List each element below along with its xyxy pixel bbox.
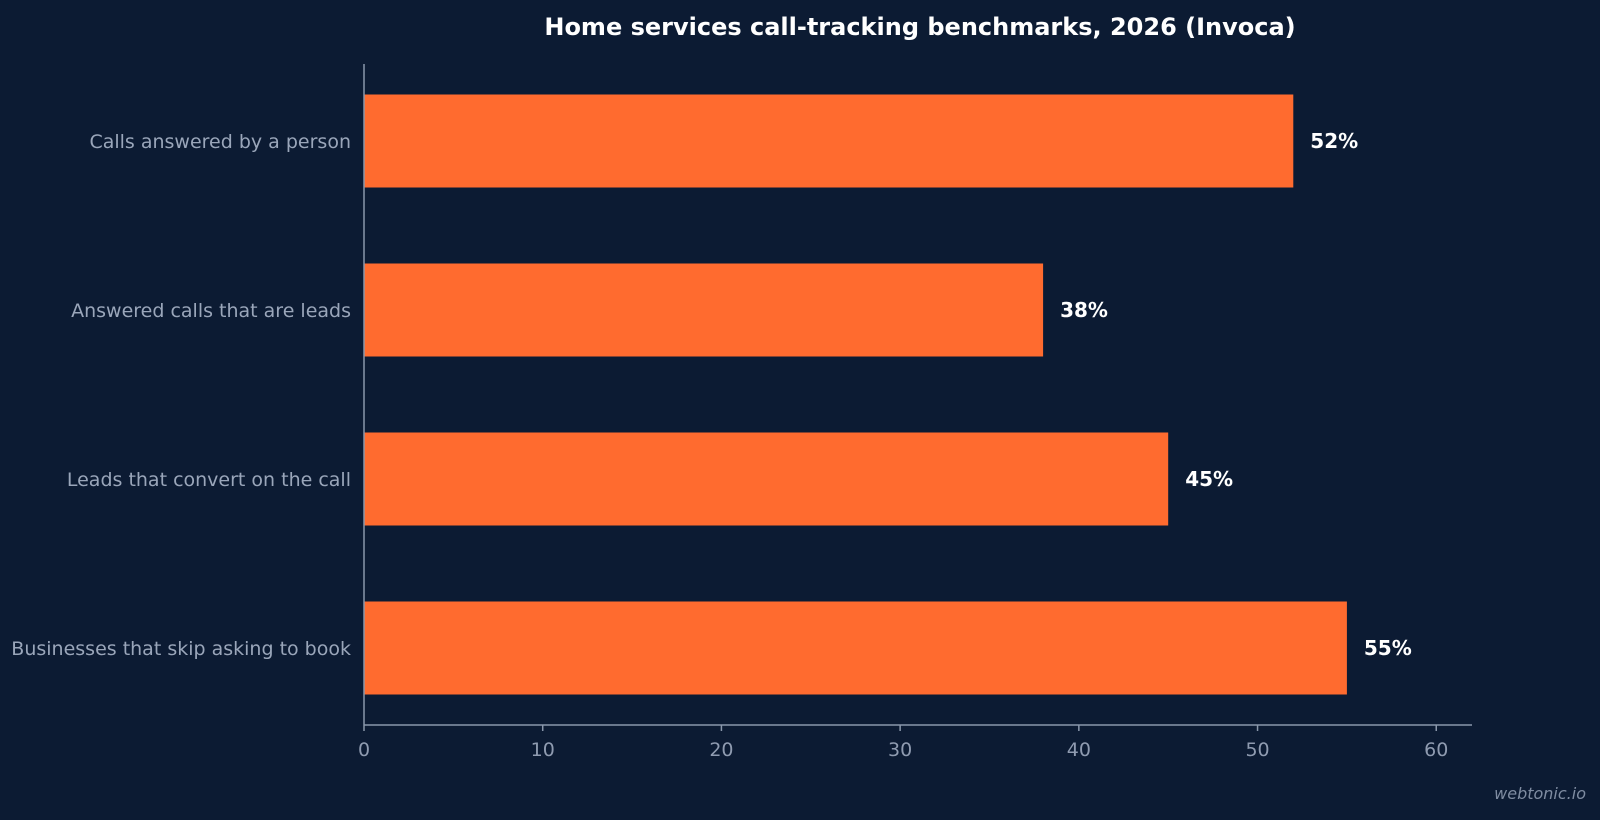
x-tick-label: 40 xyxy=(1067,739,1091,761)
data-label: 45% xyxy=(1185,467,1233,491)
bar xyxy=(364,432,1169,526)
x-tick-label: 50 xyxy=(1245,739,1269,761)
bars-layer xyxy=(364,94,1347,695)
category-label: Calls answered by a person xyxy=(89,131,351,153)
x-tick-label: 60 xyxy=(1424,739,1448,761)
watermark: webtonic.io xyxy=(1494,784,1586,803)
data-label: 38% xyxy=(1060,298,1108,322)
bar xyxy=(364,94,1294,188)
category-label: Answered calls that are leads xyxy=(71,300,351,322)
x-tick-label: 30 xyxy=(888,739,912,761)
category-label: Leads that convert on the call xyxy=(67,469,351,491)
x-tick-label: 10 xyxy=(531,739,555,761)
category-label: Businesses that skip asking to book xyxy=(11,638,351,660)
data-label: 52% xyxy=(1310,129,1358,153)
bar xyxy=(364,263,1044,357)
chart-title: Home services call-tracking benchmarks, … xyxy=(544,13,1295,41)
axes-layer: 0 10 20 30 40 50 60 xyxy=(358,64,1472,761)
x-tick-label: 20 xyxy=(709,739,733,761)
data-label: 55% xyxy=(1364,636,1412,660)
x-tick-label: 0 xyxy=(358,739,370,761)
bar xyxy=(364,601,1347,695)
labels-layer: Calls answered by a person 52% Answered ca… xyxy=(11,129,1411,660)
